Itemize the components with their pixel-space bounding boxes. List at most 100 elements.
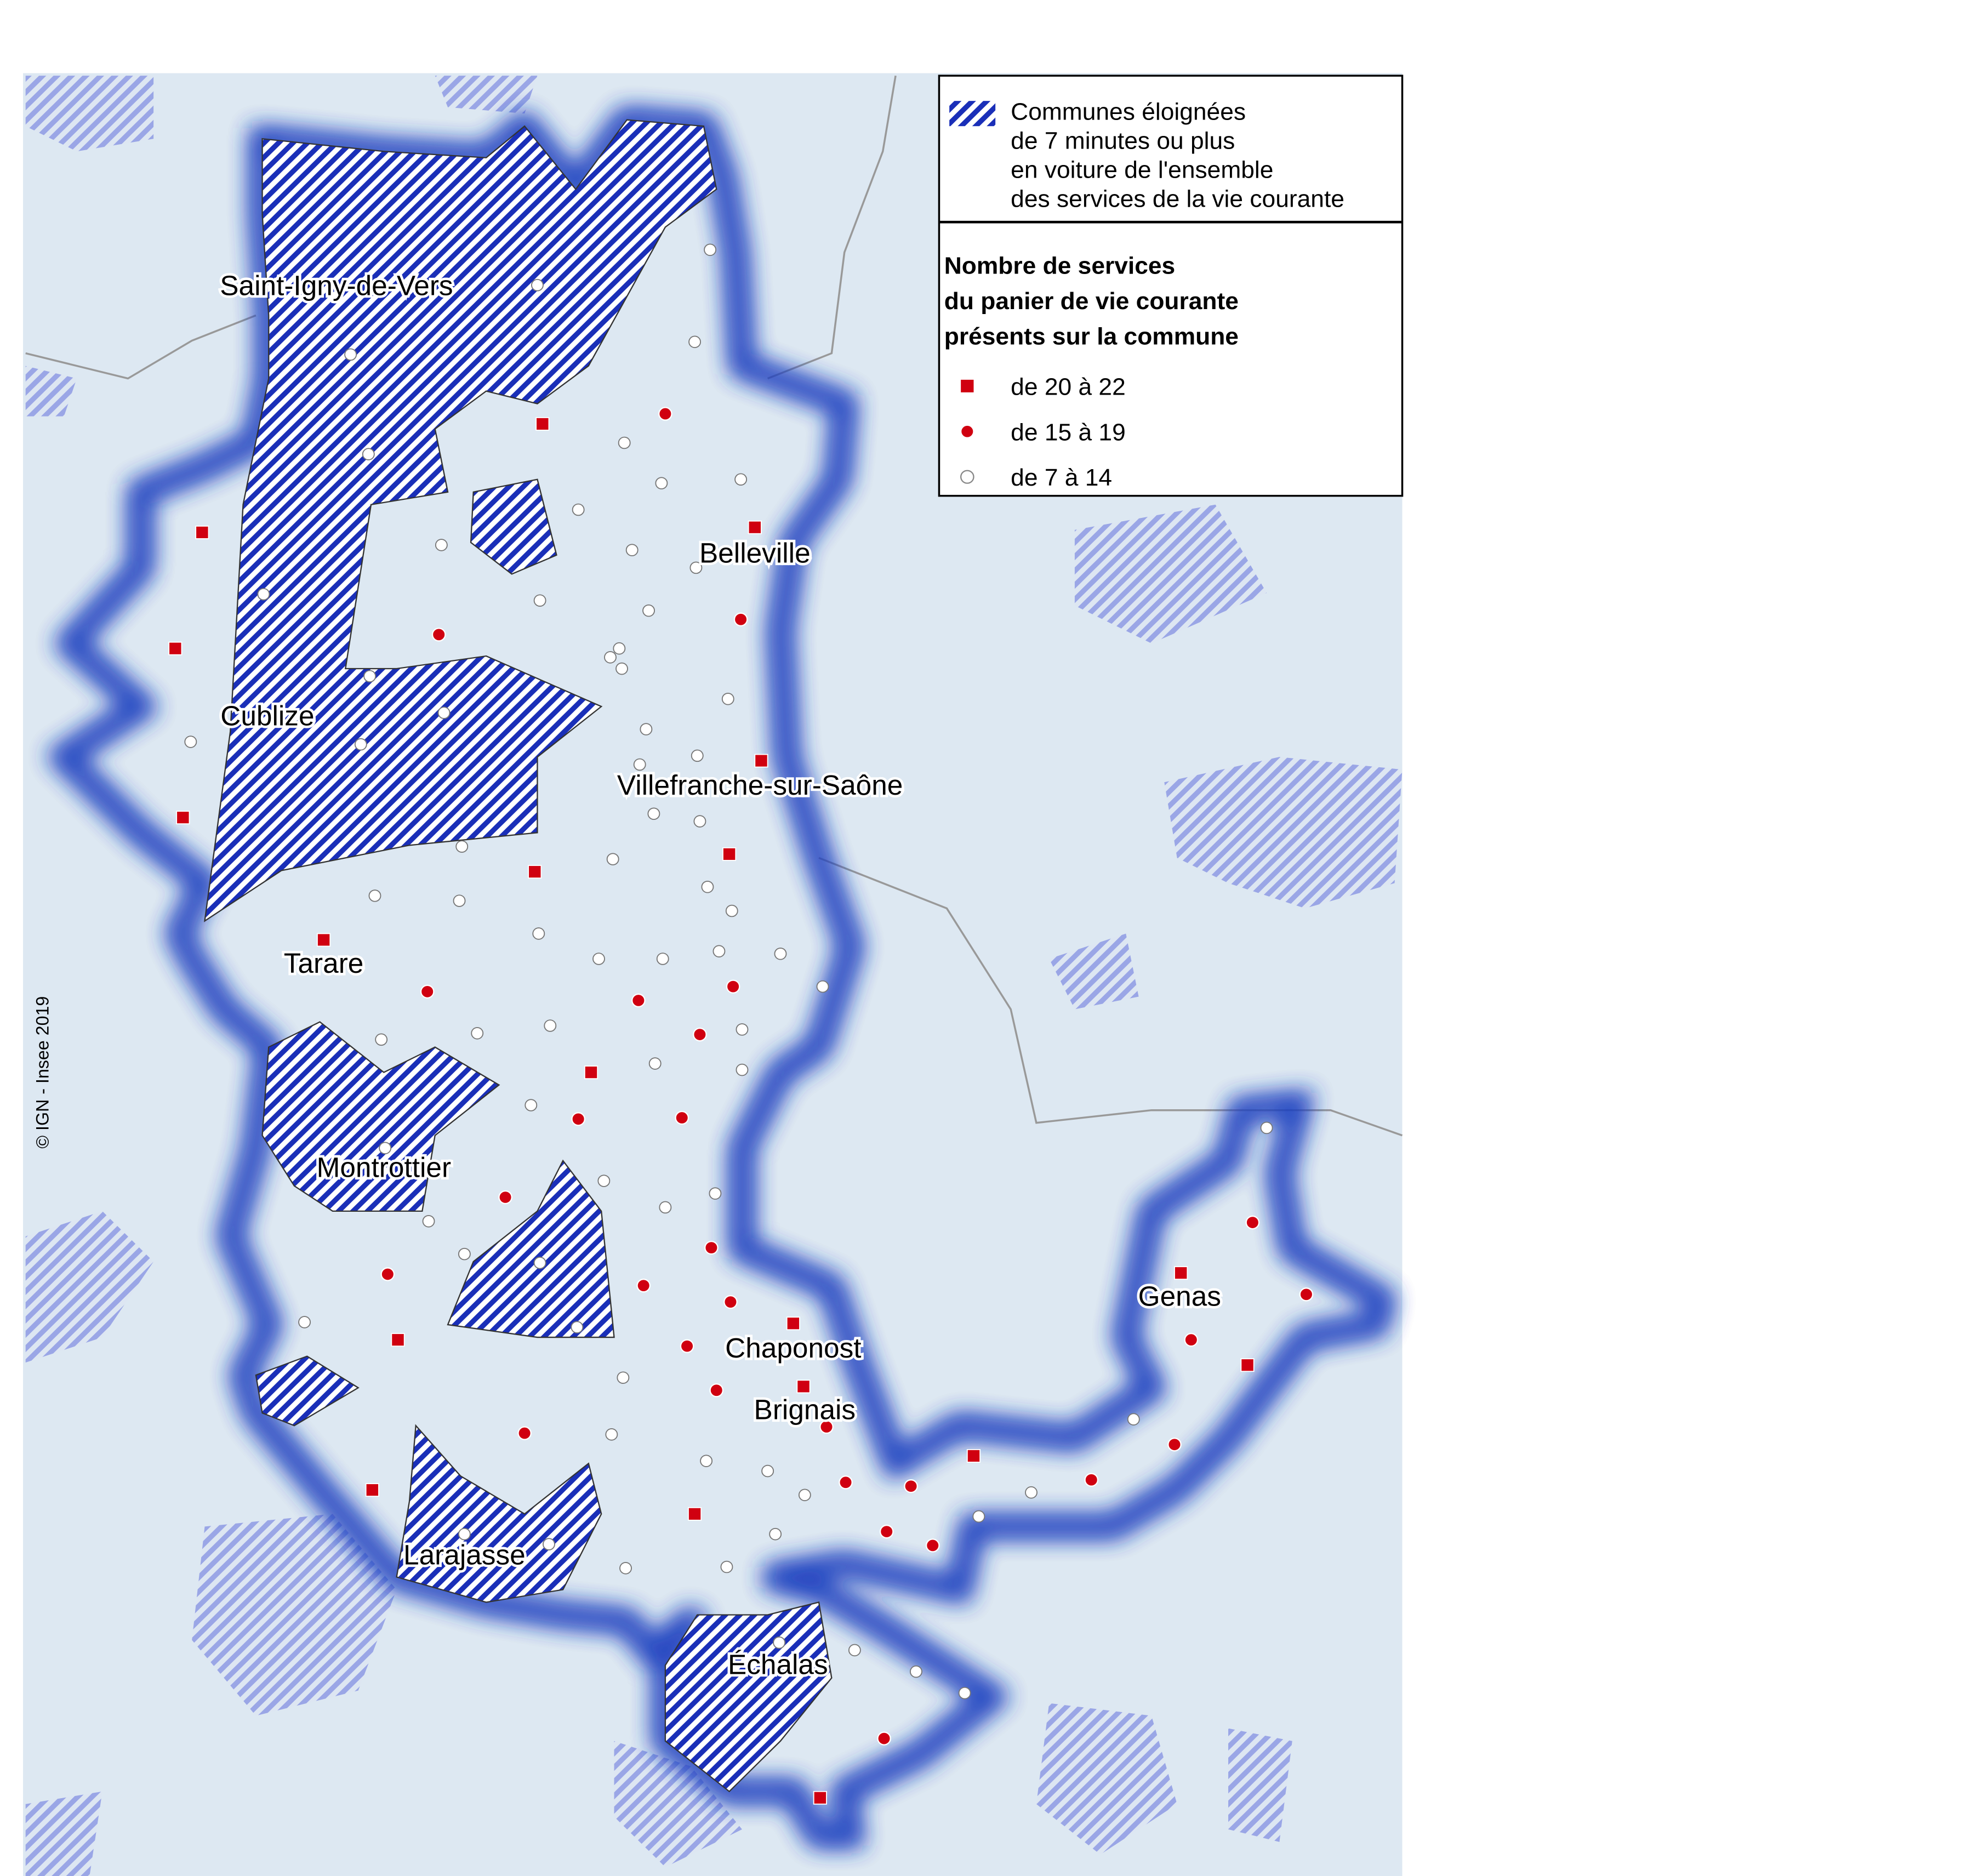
marker-square xyxy=(786,1316,800,1331)
marker-white xyxy=(572,503,585,516)
marker-white xyxy=(761,1464,774,1478)
marker-white xyxy=(613,642,626,655)
marker-square xyxy=(796,1379,811,1394)
marker-white xyxy=(691,749,704,762)
marker-square xyxy=(317,933,331,947)
marker-red xyxy=(631,993,646,1008)
legend-hatched-line: des services de la vie courante xyxy=(1011,186,1344,213)
marker-red xyxy=(693,1027,707,1042)
marker-red xyxy=(1245,1215,1260,1230)
place-label: Saint-Igny-de-Vers xyxy=(220,270,453,301)
marker-white xyxy=(368,889,381,902)
marker-red xyxy=(1299,1287,1314,1302)
legend-item: de 15 à 19 xyxy=(1011,419,1126,446)
marker-white xyxy=(734,473,748,486)
marker-white xyxy=(798,1489,811,1502)
marker-square xyxy=(748,520,762,534)
marker-white xyxy=(422,1215,435,1228)
marker-white xyxy=(1127,1413,1140,1425)
marker-white xyxy=(257,588,270,601)
place-labels: Saint-Igny-de-Vers Belleville Cublize Ville… xyxy=(218,267,1224,1683)
place-label: Brignais xyxy=(754,1394,856,1425)
marker-white xyxy=(655,477,668,489)
marker-square xyxy=(365,1483,379,1497)
marker-white xyxy=(617,1371,630,1384)
marker-red xyxy=(498,1190,512,1205)
marker-red xyxy=(420,984,435,999)
marker-white xyxy=(700,1455,713,1467)
marker-white xyxy=(774,947,787,960)
marker-white xyxy=(533,1256,546,1269)
place-label: Genas xyxy=(1138,1281,1221,1312)
marker-red xyxy=(431,628,446,642)
marker-white xyxy=(533,594,546,607)
marker-square xyxy=(722,847,737,861)
marker-white xyxy=(721,693,734,705)
marker-red xyxy=(723,1295,738,1309)
marker-white xyxy=(531,278,544,292)
marker-red xyxy=(726,979,740,994)
marker-white xyxy=(605,1428,618,1441)
legend-box xyxy=(938,75,1404,497)
marker-square xyxy=(391,1333,405,1347)
outside-hatched xyxy=(25,76,1403,1876)
legend-red-dot xyxy=(960,424,974,438)
marker-white xyxy=(848,1644,861,1657)
marker-square xyxy=(754,754,768,768)
marker-white xyxy=(571,1321,584,1333)
marker-red xyxy=(1184,1333,1199,1347)
marker-white xyxy=(458,1527,471,1541)
marker-white xyxy=(1025,1486,1038,1499)
marker-red xyxy=(517,1426,532,1440)
marker-square xyxy=(687,1507,702,1521)
marker-white xyxy=(648,1057,662,1070)
marker-square xyxy=(528,865,542,879)
marker-red xyxy=(675,1110,689,1125)
marker-red xyxy=(877,1731,891,1746)
marker-red xyxy=(1084,1473,1099,1487)
markers xyxy=(168,243,1314,1805)
marker-white xyxy=(597,1174,611,1187)
hatched-north xyxy=(204,119,717,922)
marker-white xyxy=(1260,1121,1273,1134)
marker-white xyxy=(298,1316,311,1328)
marker-white xyxy=(625,544,639,556)
marker-white xyxy=(909,1665,922,1678)
marker-white xyxy=(736,1023,749,1036)
place-label: Cublize xyxy=(220,700,314,732)
marker-square xyxy=(966,1449,981,1463)
legend-hatched-line: Communes éloignées xyxy=(1011,99,1246,126)
marker-white xyxy=(532,927,545,940)
marker-white xyxy=(606,853,619,865)
place-label: Chaponost xyxy=(725,1332,861,1364)
legend-item: de 7 à 14 xyxy=(1011,465,1112,492)
marker-white xyxy=(647,807,660,820)
marker-white xyxy=(689,561,703,574)
marker-white xyxy=(972,1510,985,1523)
marker-white xyxy=(725,904,738,917)
marker-white xyxy=(363,670,377,683)
marker-white xyxy=(375,1033,388,1046)
marker-white xyxy=(688,335,702,349)
marker-white xyxy=(640,723,653,735)
marker-square xyxy=(1240,1358,1255,1372)
place-label: Villefranche-sur-Saône xyxy=(617,770,903,801)
place-label: Larajasse xyxy=(403,1539,526,1571)
marker-white xyxy=(816,980,829,993)
marker-red xyxy=(709,1383,724,1398)
legend-hatched-line: de 7 minutes ou plus xyxy=(1011,128,1235,155)
marker-red xyxy=(925,1538,940,1553)
marker-red xyxy=(571,1112,585,1126)
marker-red xyxy=(839,1475,853,1490)
marker-white xyxy=(958,1686,971,1700)
marker-square xyxy=(584,1065,598,1080)
legend-hatch-swatch xyxy=(949,101,996,127)
marker-red xyxy=(636,1279,651,1293)
marker-white xyxy=(709,1187,722,1200)
marker-white xyxy=(354,738,367,751)
marker-white xyxy=(453,894,466,907)
marker-red xyxy=(819,1419,834,1434)
marker-white xyxy=(704,243,717,256)
